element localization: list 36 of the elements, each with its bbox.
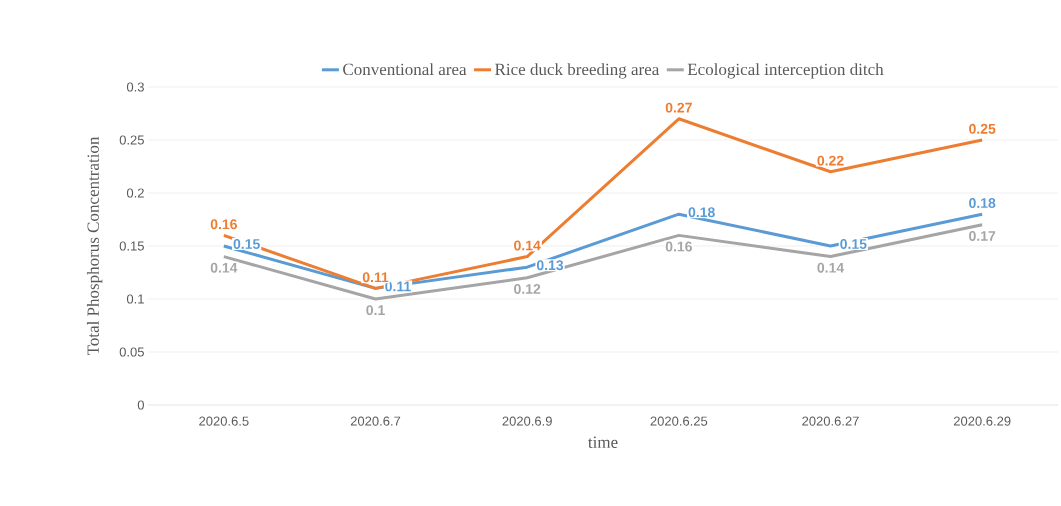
data-label: 0.16 [210, 219, 237, 230]
data-label: 0.27 [665, 102, 692, 113]
x-tick-label: 2020.6.7 [350, 416, 401, 426]
y-tick-label: 0.3 [126, 82, 144, 92]
data-label: 0.1 [366, 305, 385, 316]
y-tick-label: 0.1 [126, 294, 144, 304]
x-tick-label: 2020.6.25 [650, 416, 708, 426]
data-label: 0.18 [688, 207, 715, 218]
legend-label: Conventional area [343, 63, 467, 76]
data-label: 0.13 [536, 260, 564, 271]
data-label: 0.16 [665, 241, 692, 252]
legend-label: Rice duck breeding area [495, 63, 660, 79]
y-tick-label: 0.05 [119, 347, 144, 357]
y-tick-label: 0.2 [126, 188, 144, 198]
data-label: 0.15 [233, 239, 260, 249]
y-tick-label: 0.15 [119, 241, 144, 251]
data-label: 0.11 [385, 281, 411, 292]
x-tick-label: 2020.6.5 [199, 416, 249, 426]
data-label: 0.14 [210, 262, 238, 273]
y-tick-label: 0.25 [119, 135, 144, 145]
data-label: 0.25 [969, 123, 996, 134]
legend-label: Ecological interception ditch [687, 63, 884, 79]
y-axis-title: Total Phosphorus Concentration [86, 136, 103, 356]
data-label: 0.14 [514, 240, 541, 251]
data-label: 0.14 [817, 262, 845, 273]
y-tick-label: 0 [137, 400, 144, 410]
data-label: 0.18 [969, 198, 996, 208]
data-label: 0.17 [969, 230, 996, 241]
x-tick-label: 2020.6.27 [802, 416, 859, 426]
data-label: 0.11 [362, 272, 389, 283]
data-label: 0.15 [840, 239, 867, 249]
data-label: 0.22 [817, 155, 844, 166]
data-label: 0.12 [514, 283, 541, 294]
x-tick-label: 2020.6.29 [953, 416, 1011, 426]
x-tick-label: 2020.6.9 [502, 416, 552, 426]
x-axis-title: time [588, 436, 618, 448]
